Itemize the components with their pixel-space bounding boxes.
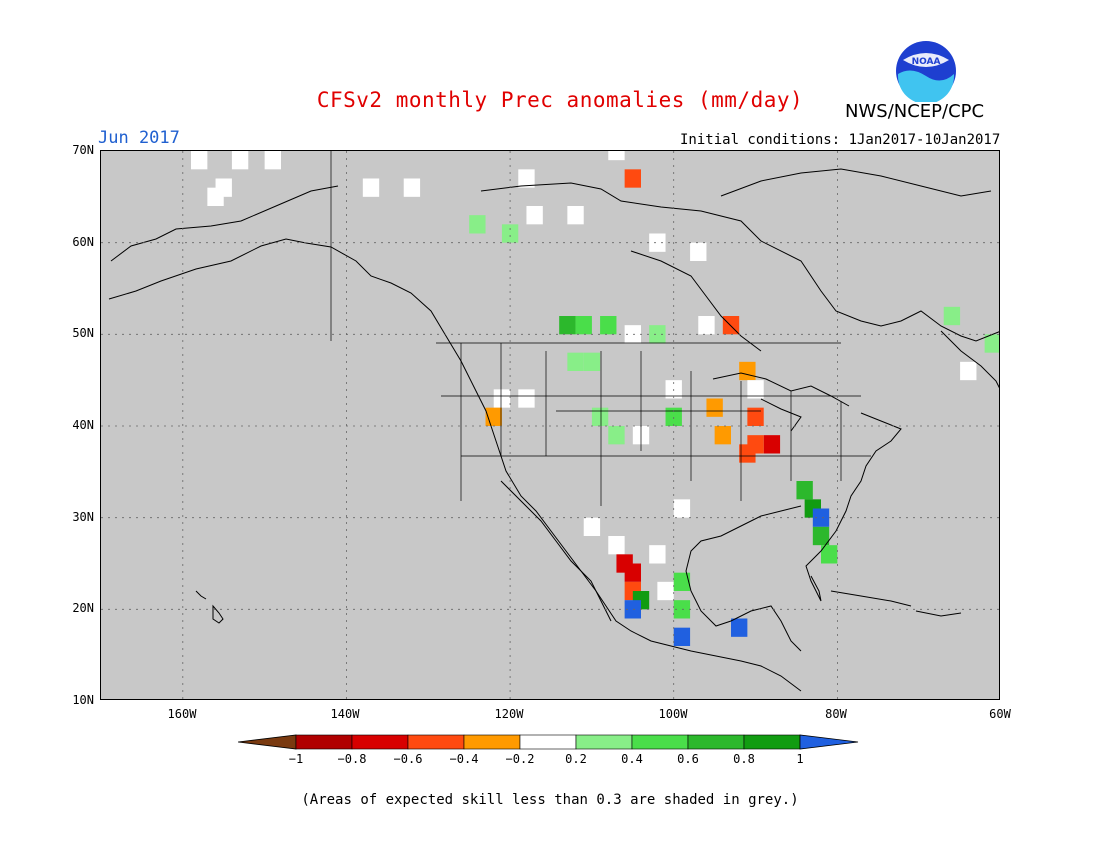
lon-label-140w: 140W [330, 707, 360, 721]
colorbar-tick-label: −0.2 [505, 752, 535, 766]
initial-conditions: Initial conditions: 1Jan2017-10Jan2017 [680, 132, 1001, 148]
anomaly-cell [714, 426, 731, 445]
anomaly-cell [591, 407, 609, 426]
anomaly-cell [657, 581, 674, 601]
lat-label-70n: 70N [72, 143, 94, 157]
map-canvas [101, 151, 999, 699]
anomaly-cell [191, 151, 208, 170]
anomaly-cell [984, 334, 999, 353]
lat-label-60n: 60N [72, 235, 94, 249]
lon-label-100w: 100W [658, 707, 688, 721]
anomaly-cell [608, 151, 625, 161]
lat-label-30n: 30N [72, 510, 94, 524]
lat-label-20n: 20N [72, 601, 94, 615]
chart-title: CFSv2 monthly Prec anomalies (mm/day) [316, 88, 804, 112]
anomaly-cell [624, 563, 641, 582]
colorbar-low-arrow [238, 734, 297, 750]
colorbar-swatch [407, 734, 465, 750]
colorbar-tick-label: 0.2 [565, 752, 587, 766]
colorbar-tick-label: −1 [288, 752, 304, 766]
colorbar-swatch [575, 734, 633, 750]
colorbar-tick-label: 0.4 [621, 752, 643, 766]
anomaly-cell [608, 536, 625, 555]
colorbar-tick-label: −0.6 [393, 752, 423, 766]
anomaly-cell [943, 306, 961, 326]
anomaly-cell [624, 325, 641, 344]
anomaly-cell [739, 361, 756, 381]
anomaly-cell [731, 618, 748, 637]
anomaly-map [100, 150, 1000, 700]
lon-label-60w: 60W [989, 707, 1011, 721]
colorbar-tick-label: 0.8 [733, 752, 755, 766]
anomaly-cell [526, 206, 543, 225]
colorbar-swatch [519, 734, 577, 750]
colorbar-tick-label: −0.8 [337, 752, 367, 766]
colorbar-tick-label: 1 [796, 752, 804, 766]
logo-text: NOAA [912, 57, 941, 67]
colorbar-swatch [687, 734, 745, 750]
anomaly-cell [673, 627, 691, 646]
anomaly-cell [583, 352, 601, 371]
anomaly-cell [567, 352, 584, 371]
anomaly-cell [673, 499, 691, 518]
anomaly-cell [559, 316, 576, 335]
anomaly-cell [600, 316, 617, 335]
anomaly-cell [649, 545, 666, 564]
anomaly-cell [698, 316, 715, 335]
colorbar-swatch [743, 734, 801, 750]
colorbar [238, 734, 859, 750]
lon-label-120w: 120W [494, 707, 524, 721]
anomaly-cell [812, 526, 830, 546]
anomaly-cell [706, 398, 723, 417]
anomaly-cell [575, 316, 592, 335]
lat-label-50n: 50N [72, 326, 94, 340]
forecast-month: Jun 2017 [98, 128, 180, 148]
anomaly-cell [821, 545, 838, 564]
anomaly-cell [739, 444, 756, 463]
lon-label-160w: 160W [167, 707, 197, 721]
anomaly-cell [747, 407, 764, 426]
anomaly-cell [207, 187, 224, 206]
anomaly-cell [231, 151, 249, 170]
anomaly-cell [501, 224, 519, 243]
agency-label: NWS/NCEP/CPC [845, 101, 985, 122]
anomaly-cell [747, 380, 764, 399]
lon-label-80w: 80W [825, 707, 847, 721]
anomaly-cell [362, 178, 380, 197]
anomaly-cell [960, 361, 977, 381]
colorbar-swatch [463, 734, 521, 750]
anomaly-cell [518, 389, 535, 408]
anomaly-cell [690, 242, 707, 261]
anomaly-cell [583, 517, 601, 536]
colorbar-swatch [295, 734, 353, 750]
anomaly-cell [608, 426, 625, 445]
anomaly-cell [649, 325, 666, 344]
anomaly-cell [665, 407, 682, 426]
lat-label-10n: 10N [72, 693, 94, 707]
anomaly-cell [649, 233, 666, 252]
anomaly-cell [673, 600, 691, 619]
colorbar-swatch [351, 734, 409, 750]
anomaly-cell [796, 481, 813, 500]
anomaly-cell [673, 572, 691, 591]
colorbar-tick-label: −0.4 [449, 752, 479, 766]
anomaly-cell [567, 206, 584, 225]
anomaly-cell [518, 169, 535, 188]
colorbar-tick-label: 0.6 [677, 752, 699, 766]
anomaly-cell [493, 389, 511, 408]
anomaly-cell [469, 215, 486, 234]
anomaly-cell [264, 151, 281, 170]
anomaly-cell [624, 169, 641, 188]
colorbar-high-arrow [799, 734, 859, 750]
anomaly-cell [763, 435, 781, 454]
anomaly-cell [812, 508, 830, 527]
noaa-logo: NOAA [896, 41, 956, 102]
anomaly-cell [403, 178, 421, 197]
footnote: (Areas of expected skill less than 0.3 a… [301, 792, 799, 808]
anomaly-cell [624, 600, 641, 619]
lat-label-40n: 40N [72, 418, 94, 432]
colorbar-swatch [631, 734, 689, 750]
